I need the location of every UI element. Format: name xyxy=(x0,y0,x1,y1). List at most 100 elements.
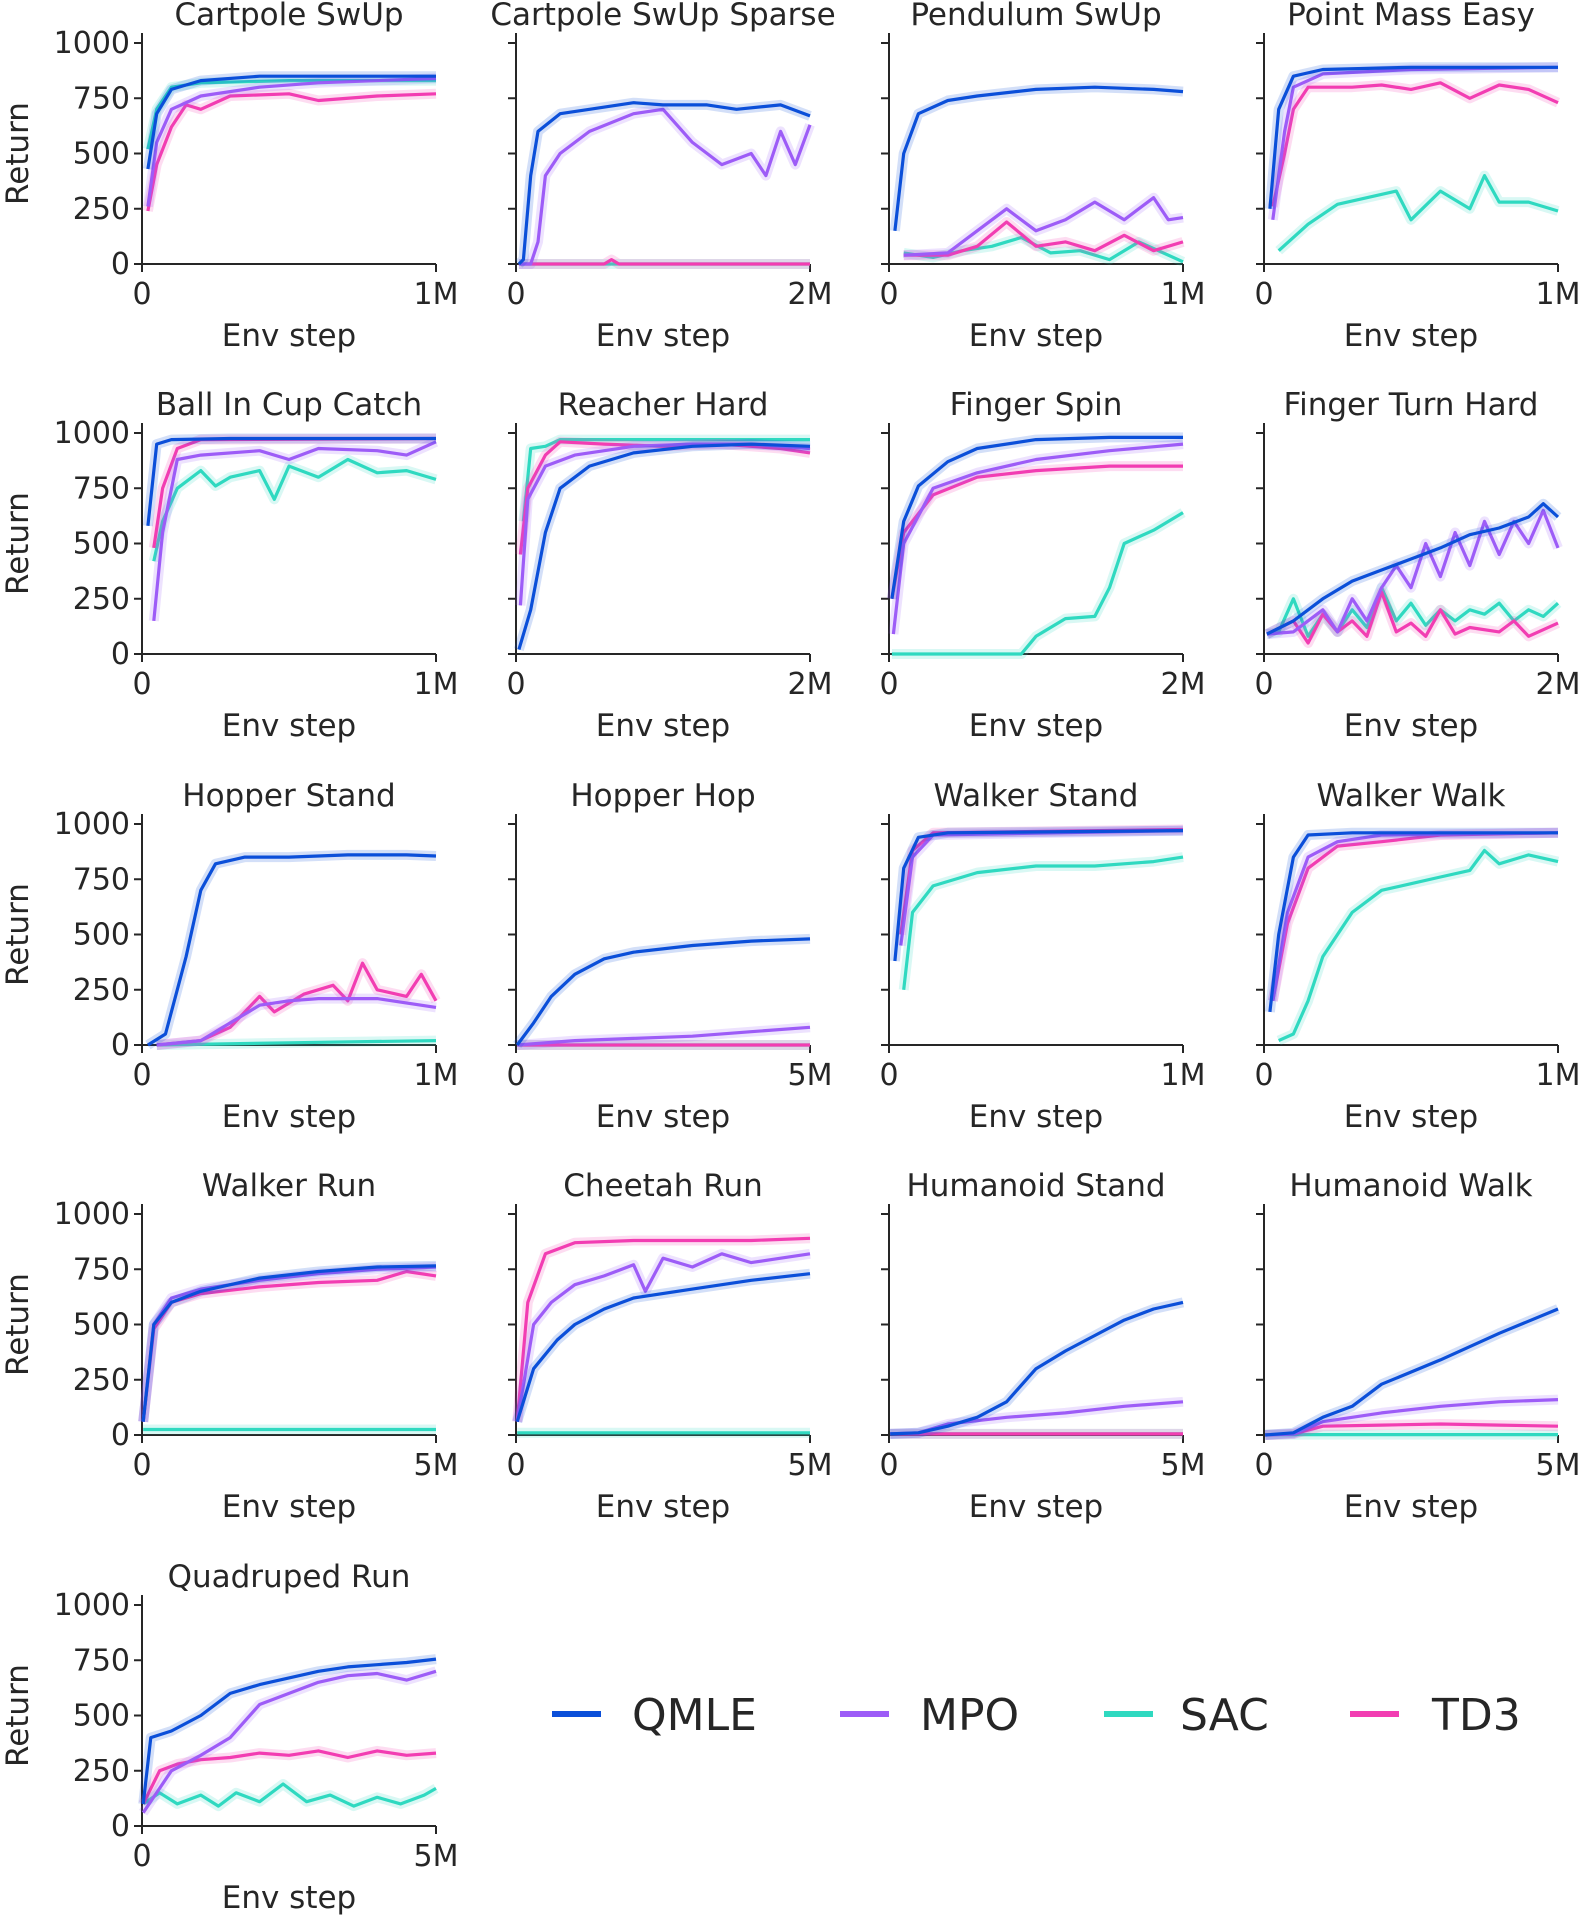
series-line-mpo xyxy=(141,1669,437,1814)
x-tick-label: 5M xyxy=(1536,1448,1580,1483)
series-line-qmle xyxy=(146,74,436,170)
series-line-td3 xyxy=(890,464,1183,600)
panel-cartpole-swup-sparse: Cartpole SwUp Sparse 0 2M Env step xyxy=(490,0,835,354)
series-line-qmle xyxy=(890,1300,1184,1436)
panel-reacher-hard: Reacher Hard 0 2M Env step xyxy=(506,387,832,744)
series-line-mpo xyxy=(146,76,437,207)
series-line-sac xyxy=(891,511,1184,656)
panel-title: Walker Stand xyxy=(934,778,1139,814)
series-line-td3 xyxy=(518,440,811,555)
band-qmle xyxy=(514,439,811,652)
y-tick-label: 500 xyxy=(73,137,130,172)
y-tick-label: 1000 xyxy=(54,807,130,842)
x-tick-label: 0 xyxy=(879,1058,898,1093)
x-axis-label: Env step xyxy=(1344,318,1479,354)
y-tick-label: 500 xyxy=(73,1308,130,1343)
x-tick-label: 0 xyxy=(879,277,898,312)
band-mpo xyxy=(518,104,815,269)
y-tick-label: 500 xyxy=(73,918,130,953)
band-td3 xyxy=(1267,77,1561,208)
panel-humanoid-walk: Humanoid Walk 0 5M Env step xyxy=(1254,1168,1580,1525)
panel-title: Cheetah Run xyxy=(563,1168,763,1204)
series-line-qmle xyxy=(517,442,811,651)
y-tick-label: 250 xyxy=(73,1754,130,1789)
series-line-qmle xyxy=(893,85,1184,231)
x-tick-label: 0 xyxy=(506,277,525,312)
x-tick-label: 1M xyxy=(414,667,459,702)
x-tick-label: 1M xyxy=(414,1058,459,1093)
x-axis-label: Env step xyxy=(969,318,1104,354)
series-line-qmle xyxy=(147,853,437,1047)
x-tick-label: 1M xyxy=(1536,1058,1580,1093)
y-axis-label: Return xyxy=(0,102,36,205)
x-axis-label: Env step xyxy=(969,708,1104,744)
x-tick-label: 0 xyxy=(879,667,898,702)
panel-walker-stand: Walker Stand 0 1M Env step xyxy=(879,778,1205,1135)
x-tick-label: 0 xyxy=(506,667,525,702)
y-axis-label: Return xyxy=(0,1273,36,1376)
panel-title: Reacher Hard xyxy=(558,387,769,423)
x-axis-label: Env step xyxy=(596,708,731,744)
y-tick-label: 250 xyxy=(73,582,130,617)
x-tick-label: 2M xyxy=(788,277,833,312)
series-line-qmle xyxy=(1265,1307,1559,1437)
panel-title: Cartpole SwUp Sparse xyxy=(490,0,835,33)
band-mpo xyxy=(515,439,811,606)
x-tick-label: 0 xyxy=(879,1448,898,1483)
x-tick-label: 0 xyxy=(132,1058,151,1093)
series-line-qmle xyxy=(1268,65,1558,209)
series-line-qmle xyxy=(141,1657,437,1805)
series-line-mpo xyxy=(1271,65,1559,221)
series-line-td3 xyxy=(141,1269,437,1422)
band-qmle xyxy=(145,849,437,1050)
series-line-mpo xyxy=(903,196,1184,257)
y-tick-label: 0 xyxy=(111,1028,130,1063)
legend-label: SAC xyxy=(1180,1690,1269,1741)
series-line-sac xyxy=(521,438,810,522)
y-tick-label: 750 xyxy=(73,471,130,506)
series-line-sac xyxy=(1278,848,1559,1043)
x-tick-label: 1M xyxy=(414,277,459,312)
x-axis-label: Env step xyxy=(1344,1099,1479,1135)
x-tick-label: 0 xyxy=(1254,1448,1273,1483)
x-tick-label: 1M xyxy=(1536,277,1580,312)
x-tick-label: 0 xyxy=(132,1448,151,1483)
series-line-mpo xyxy=(156,997,437,1047)
series-line-sac xyxy=(1266,586,1560,638)
x-tick-label: 0 xyxy=(132,1839,151,1874)
series-line-td3 xyxy=(518,258,810,266)
panel-title: Cartpole SwUp xyxy=(174,0,403,33)
y-tick-label: 0 xyxy=(111,1809,130,1844)
series-line-qmle xyxy=(141,1264,437,1422)
series-line-qmle xyxy=(515,937,811,1046)
y-tick-label: 250 xyxy=(73,192,130,227)
series-line-mpo xyxy=(152,440,437,622)
band-sac xyxy=(1276,845,1560,1046)
y-axis-label: Return xyxy=(0,1664,36,1767)
series-line-td3 xyxy=(515,1236,811,1422)
band-qmle xyxy=(889,825,1184,962)
panel-title: Hopper Hop xyxy=(570,778,755,814)
x-axis-label: Env step xyxy=(969,1099,1104,1135)
y-tick-label: 250 xyxy=(73,1363,130,1398)
panel-quadruped-run: Quadruped Run 0 250 500 750 1000 0 5M Env step Re… xyxy=(0,1559,458,1916)
legend-label: MPO xyxy=(920,1690,1019,1741)
series-line-td3 xyxy=(156,961,438,1047)
x-axis-label: Env step xyxy=(222,708,357,744)
panel-title: Humanoid Stand xyxy=(906,1168,1165,1204)
band-sac xyxy=(891,508,1186,659)
series-line-td3 xyxy=(1271,81,1559,207)
panel-title: Quadruped Run xyxy=(168,1559,411,1595)
series-line-mpo xyxy=(891,442,1184,635)
x-axis-label: Env step xyxy=(222,1099,357,1135)
panel-cheetah-run: Cheetah Run 0 5M Env step xyxy=(506,1168,832,1525)
y-tick-label: 500 xyxy=(73,527,130,562)
x-tick-label: 5M xyxy=(414,1839,459,1874)
series-line-sac xyxy=(1277,174,1559,252)
y-tick-label: 0 xyxy=(111,637,130,672)
panel-point-mass-easy: Point Mass Easy 0 1M Env step xyxy=(1254,0,1580,354)
band-qmle xyxy=(515,97,812,268)
panel-hopper-stand: Hopper Stand 0 250 500 750 1000 0 1M Env step Ret… xyxy=(0,778,458,1135)
x-tick-label: 0 xyxy=(506,1448,525,1483)
